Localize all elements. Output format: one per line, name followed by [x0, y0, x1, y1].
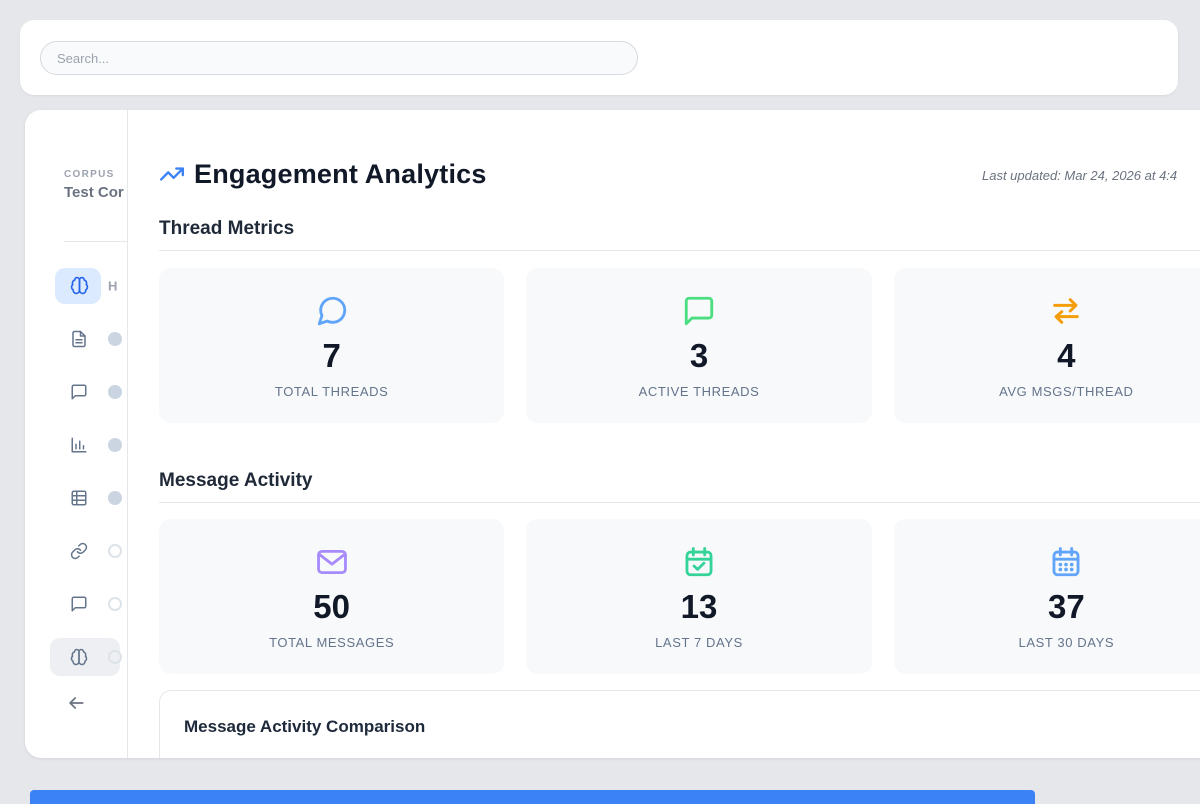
metric-value: 13 — [680, 587, 718, 625]
sidebar-item-links[interactable] — [25, 524, 127, 577]
metric-card-avg-msgs-thread: 4 AVG MSGS/THREAD — [893, 268, 1200, 423]
sidebar: CORPUS Test Cor H — [25, 110, 128, 758]
sidebar-item-documents[interactable] — [25, 312, 127, 365]
metric-label: ACTIVE THREADS — [638, 383, 760, 399]
metric-value: 3 — [689, 336, 709, 374]
table-icon — [69, 488, 89, 508]
search-input[interactable] — [40, 41, 638, 75]
last-updated-text: Last updated: Mar 24, 2026 at 4:4 — [982, 168, 1178, 183]
sidebar-divider — [64, 241, 127, 242]
label-skeleton — [108, 649, 122, 664]
metric-card-total-threads: 7 TOTAL THREADS — [159, 268, 505, 423]
message-icon — [69, 594, 89, 614]
sidebar-item-table[interactable] — [25, 471, 127, 524]
metric-card-last-30-days: 37 LAST 30 DAYS — [893, 519, 1200, 674]
page-title: Engagement Analytics — [194, 158, 487, 189]
bottom-partial-blue-bar — [30, 790, 1035, 804]
label-skeleton — [108, 543, 122, 558]
label-skeleton — [108, 384, 122, 399]
main-panel: CORPUS Test Cor H — [25, 110, 1200, 758]
metric-value: 4 — [1057, 336, 1076, 374]
metric-label: AVG MSGS/THREAD — [999, 383, 1134, 399]
section-title-message-activity: Message Activity — [159, 470, 313, 491]
section-title-thread-metrics: Thread Metrics — [159, 218, 295, 239]
corpus-label: CORPUS — [64, 169, 115, 180]
sidebar-nav: H — [25, 259, 127, 683]
thread-metrics-cards: 7 TOTAL THREADS 3 ACTIVE THREADS — [159, 268, 1200, 423]
collapse-sidebar-button[interactable] — [61, 688, 91, 718]
message-square-icon — [682, 293, 716, 329]
metric-label: LAST 30 DAYS — [1018, 634, 1115, 650]
label-skeleton — [108, 596, 122, 611]
message-icon — [69, 382, 89, 402]
metric-label: LAST 7 DAYS — [655, 634, 743, 650]
metric-value: 37 — [1047, 587, 1085, 625]
brain-icon — [69, 647, 89, 667]
message-activity-comparison-card: Message Activity Comparison — [159, 690, 1200, 758]
page-header: Engagement Analytics — [159, 156, 487, 192]
label-skeleton — [108, 331, 122, 346]
bar-chart-icon — [69, 435, 89, 455]
comparison-card-title: Message Activity Comparison — [184, 717, 426, 736]
calendar-icon — [1049, 544, 1083, 580]
engagement-analytics-page: Engagement Analytics Last updated: Mar 2… — [159, 110, 1200, 758]
active-item-highlight — [55, 267, 101, 304]
corpus-name: Test Cor — [64, 184, 124, 201]
mail-icon — [315, 544, 349, 580]
sidebar-item-home[interactable]: H — [25, 259, 127, 312]
sidebar-item-label: H — [108, 278, 118, 293]
link-icon — [69, 541, 89, 561]
section-divider — [159, 250, 1200, 251]
sidebar-footer — [25, 688, 127, 718]
top-search-bar — [20, 20, 1178, 95]
arrow-left-icon — [66, 693, 86, 713]
metric-value: 50 — [313, 587, 351, 625]
file-text-icon — [69, 329, 89, 349]
brain-icon — [69, 276, 89, 296]
exchange-arrows-icon — [1049, 293, 1083, 329]
sidebar-item-engagement[interactable] — [25, 630, 127, 683]
metric-label: TOTAL THREADS — [274, 383, 389, 399]
trending-up-icon — [159, 161, 185, 187]
label-skeleton — [108, 437, 122, 452]
sidebar-item-chat[interactable] — [25, 365, 127, 418]
sidebar-item-analytics[interactable] — [25, 418, 127, 471]
metric-label: TOTAL MESSAGES — [269, 634, 395, 650]
message-activity-cards: 50 TOTAL MESSAGES 13 LAST 7 DAYS — [159, 519, 1200, 674]
label-skeleton — [108, 490, 122, 505]
metric-card-total-messages: 50 TOTAL MESSAGES — [159, 519, 505, 674]
metric-value: 7 — [322, 336, 341, 374]
calendar-check-icon — [682, 544, 716, 580]
metric-card-last-7-days: 13 LAST 7 DAYS — [526, 519, 872, 674]
sidebar-item-messages[interactable] — [25, 577, 127, 630]
metric-card-active-threads: 3 ACTIVE THREADS — [526, 268, 872, 423]
section-divider — [159, 502, 1200, 503]
message-circle-icon — [315, 293, 349, 329]
